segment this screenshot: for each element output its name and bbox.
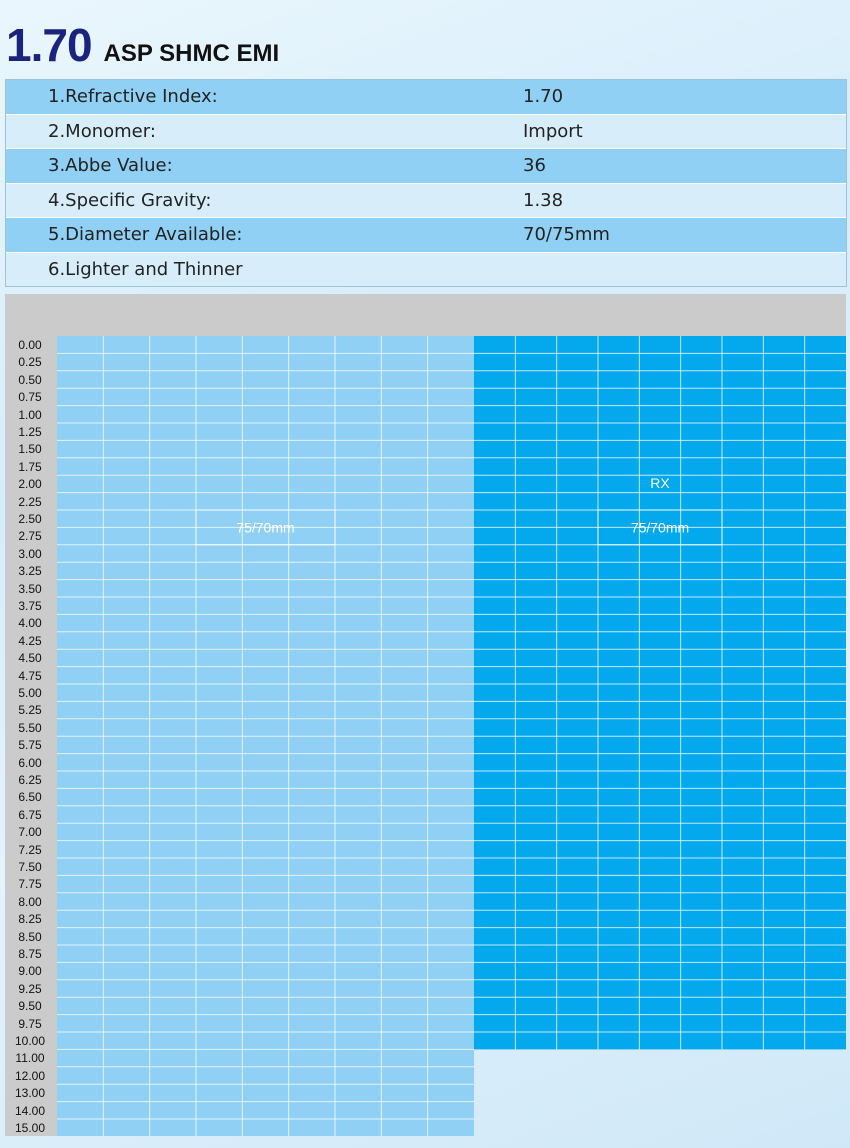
power-label: 4.00: [18, 616, 42, 631]
power-label: 1.00: [18, 407, 42, 422]
spec-value: 1.38: [523, 189, 564, 211]
spec-value: 1.70: [523, 86, 564, 108]
title-name: ASP SHMC EMI: [103, 40, 280, 67]
power-label: 3.00: [18, 546, 42, 561]
power-label: 9.25: [18, 981, 42, 996]
power-axis: 0.00 0.25 0.50 0.75 1.00 1.25 1.50 1.75 2.00 2.25…: [5, 336, 57, 1136]
power-label: 7.25: [18, 842, 42, 857]
power-label: 7.50: [18, 860, 42, 874]
spec-row: 5.Diameter Available: 70/75mm: [6, 217, 846, 252]
power-label: 1.25: [18, 425, 42, 439]
power-label: 6.50: [18, 790, 42, 805]
power-label: 5.25: [18, 703, 42, 718]
power-label: 12.00: [14, 1068, 46, 1083]
power-label: 5.50: [18, 720, 42, 735]
rx-diameter-label-box: [597, 509, 723, 546]
spec-row: 2.Monomer: Import: [6, 113, 846, 148]
power-label: 1.75: [18, 459, 42, 474]
rx-range-block: [474, 336, 846, 1050]
power-label: 2.00: [18, 477, 42, 492]
title-index: 1.70: [6, 19, 93, 71]
power-label: 6.00: [18, 755, 42, 770]
power-label: 7.00: [18, 825, 42, 840]
power-label: 8.75: [18, 947, 42, 961]
power-label: 4.75: [18, 668, 42, 683]
stock-diameter-label: 75/70mm: [236, 519, 294, 535]
power-label: 2.25: [18, 494, 42, 509]
power-label: 4.25: [18, 633, 42, 648]
rx-title: RX: [650, 475, 670, 491]
spec-row: 3.Abbe Value: 36: [6, 148, 846, 183]
spec-value: 36: [523, 155, 546, 177]
power-label: 3.25: [18, 564, 42, 579]
power-label: 5.00: [18, 686, 42, 700]
power-label: 7.75: [18, 877, 42, 892]
spec-value: 70/75mm: [523, 224, 610, 246]
power-label: 2.75: [18, 529, 42, 544]
spec-label: 3.Abbe Value:: [48, 155, 173, 177]
power-label: 8.00: [18, 894, 42, 909]
power-label: 0.25: [18, 355, 42, 370]
power-label: 8.50: [18, 929, 42, 944]
spec-label: 6.Lighter and Thinner: [48, 258, 243, 280]
power-label: 0.00: [18, 338, 42, 352]
spec-label: 2.Monomer:: [48, 120, 156, 142]
power-label: 0.50: [18, 372, 42, 387]
power-label: 13.00: [14, 1086, 46, 1101]
power-label: 14.00: [14, 1103, 46, 1118]
spec-row: 4.Specific Gravity: 1.38: [6, 182, 846, 217]
spec-label: 1.Refractive Index:: [48, 86, 218, 108]
power-label: 3.50: [18, 581, 42, 596]
power-label: 11.00: [15, 1051, 45, 1066]
spec-row: 6.Lighter and Thinner: [6, 251, 846, 286]
power-label: 4.50: [18, 651, 42, 666]
power-label: 6.25: [18, 773, 42, 787]
power-label: 8.25: [18, 912, 42, 927]
spec-label: 5.Diameter Available:: [48, 224, 243, 246]
rx-diameter-label: 75/70mm: [631, 519, 689, 535]
power-label: 2.50: [18, 512, 42, 526]
power-label: 6.75: [18, 807, 42, 822]
power-label: 15.00: [14, 1121, 46, 1135]
power-label: 5.75: [18, 738, 42, 753]
power-label: 9.75: [18, 1016, 42, 1031]
spec-row: 1.Refractive Index: 1.70: [6, 80, 846, 114]
power-label: 9.50: [18, 999, 42, 1014]
availability-range-chart: 0.00 0.25 0.50 0.75 1.00 1.25 1.50 1.75 2.00 2.25…: [5, 294, 846, 1136]
power-label: 0.75: [18, 390, 42, 405]
spec-table: 1.Refractive Index: 1.70 2.Monomer: Impo…: [5, 79, 847, 287]
power-label: 3.75: [18, 599, 42, 613]
spec-value: Import: [523, 120, 583, 142]
chart-header: [5, 294, 846, 336]
power-label: 1.50: [18, 442, 42, 457]
product-title: 1.70 ASP SHMC EMI: [6, 18, 280, 71]
stock-diameter-label-box: [195, 509, 336, 546]
power-label: 10.00: [14, 1034, 46, 1048]
range-grid: 75/70mm 75/70mm RX: [57, 336, 846, 1136]
spec-label: 4.Specific Gravity:: [48, 189, 212, 211]
power-label: 9.00: [18, 964, 42, 979]
